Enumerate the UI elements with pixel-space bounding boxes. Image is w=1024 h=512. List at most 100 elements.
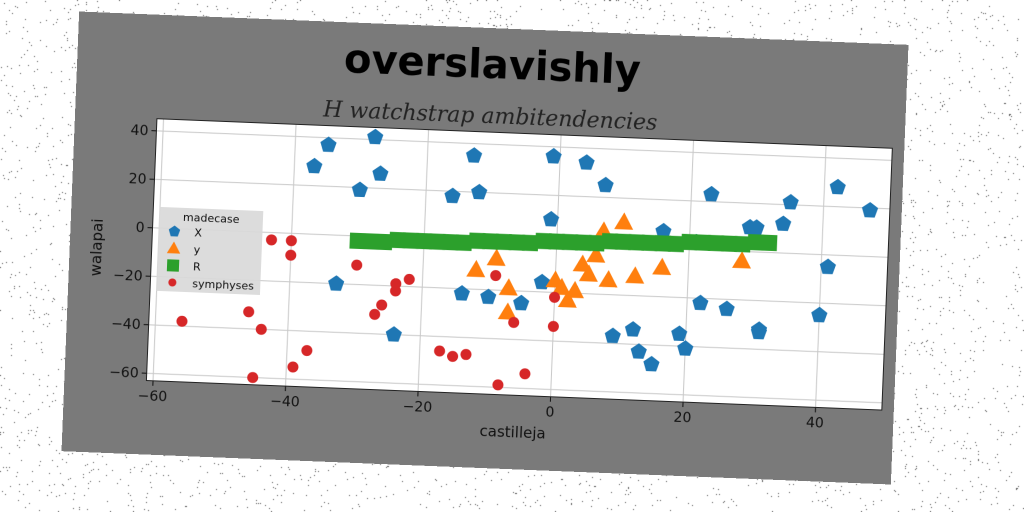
data-point-r xyxy=(521,234,539,252)
data-point-r xyxy=(588,234,605,252)
scatter-plot: −60 −40 −20 0 20 40 −60 −40 −20 0 20 40 castilleja wa… xyxy=(87,118,893,443)
legend-label-symphyses: symphyses xyxy=(192,277,254,292)
data-point-r xyxy=(468,232,486,250)
x-tick-label: −40 xyxy=(270,394,300,411)
data-point-symphyses xyxy=(508,316,520,328)
data-point-x xyxy=(543,211,560,227)
data-point-x xyxy=(453,285,470,301)
data-point-y xyxy=(652,257,672,276)
data-point-r xyxy=(442,233,459,251)
data-point-x xyxy=(604,327,621,344)
data-point-r xyxy=(349,232,367,250)
data-point-x xyxy=(692,294,709,311)
grid-line-y xyxy=(146,372,883,404)
data-point-y xyxy=(578,264,598,282)
data-point-r xyxy=(760,234,778,252)
data-point-x xyxy=(718,300,735,317)
data-point-x xyxy=(351,181,368,198)
data-point-symphyses xyxy=(351,259,363,271)
legend-marker-y xyxy=(166,241,181,254)
data-point-x xyxy=(320,136,337,153)
data-point-r xyxy=(734,235,751,253)
legend-label-y: y xyxy=(193,243,201,256)
data-point-x xyxy=(630,343,647,359)
data-point-r xyxy=(362,233,380,250)
data-point-r xyxy=(694,234,712,251)
data-point-y xyxy=(564,280,584,299)
data-point-y xyxy=(498,278,518,296)
data-point-r xyxy=(561,233,579,251)
data-point-r xyxy=(574,234,592,251)
x-tick-label: 0 xyxy=(545,405,555,421)
data-point-symphyses xyxy=(434,345,446,357)
legend-marker-x xyxy=(168,225,181,237)
data-point-y xyxy=(486,248,506,266)
data-point-y xyxy=(732,251,751,269)
data-point-r xyxy=(654,235,672,252)
data-point-x xyxy=(328,275,345,291)
y-tick-label: 20 xyxy=(128,171,146,188)
data-point-x xyxy=(655,222,672,239)
data-point-x xyxy=(367,128,384,145)
x-tick-label: −20 xyxy=(402,399,432,416)
data-point-symphyses xyxy=(301,345,313,357)
data-point-symphyses xyxy=(390,278,402,290)
data-point-r xyxy=(707,234,725,252)
x-tick-label: 20 xyxy=(673,410,691,427)
data-point-x xyxy=(782,193,799,210)
x-tick-label: −60 xyxy=(137,388,167,405)
grid-line-x xyxy=(550,134,562,397)
data-point-x xyxy=(624,321,642,337)
data-point-x xyxy=(829,178,846,195)
data-point-symphyses xyxy=(287,361,299,373)
data-point-x xyxy=(513,294,530,311)
data-point-r xyxy=(495,233,512,251)
data-point-symphyses xyxy=(492,379,504,391)
data-point-x xyxy=(385,326,402,342)
data-point-symphyses xyxy=(490,270,502,282)
data-point-x xyxy=(748,219,765,235)
data-point-r xyxy=(455,234,473,252)
data-point-symphyses xyxy=(369,308,381,320)
data-point-symphyses xyxy=(176,315,188,327)
data-point-r xyxy=(482,233,499,250)
x-axis-label: castilleja xyxy=(479,422,546,443)
data-point-r xyxy=(429,233,446,250)
data-point-x xyxy=(466,147,483,163)
data-point-x xyxy=(643,355,660,372)
data-point-r xyxy=(641,234,658,252)
data-point-r xyxy=(681,233,698,251)
data-point-x xyxy=(306,157,323,174)
data-point-symphyses xyxy=(285,235,297,247)
data-point-symphyses xyxy=(255,323,267,335)
data-point-r xyxy=(614,233,632,251)
x-tick-label: 40 xyxy=(806,415,824,432)
data-point-x xyxy=(811,306,828,323)
data-point-x xyxy=(372,165,389,181)
data-point-r xyxy=(720,235,738,253)
y-tick-label: −20 xyxy=(113,268,143,285)
legend-marker-symphyses xyxy=(168,278,177,287)
data-point-x xyxy=(703,185,720,202)
data-point-symphyses xyxy=(285,249,297,261)
data-point-r xyxy=(402,232,420,249)
grid-line-y xyxy=(148,324,885,355)
data-point-symphyses xyxy=(243,306,255,318)
data-point-y xyxy=(625,266,645,284)
data-point-x xyxy=(861,202,879,218)
grid-line-y xyxy=(156,130,892,161)
data-point-x xyxy=(471,183,488,200)
data-point-x xyxy=(677,340,694,356)
y-tick-label: −40 xyxy=(111,316,141,333)
data-point-x xyxy=(671,325,688,342)
data-point-symphyses xyxy=(460,349,472,361)
data-point-r xyxy=(508,234,526,251)
grid-line-x xyxy=(417,129,430,392)
data-point-r xyxy=(375,233,393,251)
data-point-symphyses xyxy=(549,291,561,303)
data-point-r xyxy=(389,231,406,249)
data-point-y xyxy=(614,212,634,230)
data-point-x xyxy=(545,147,562,164)
data-point-x xyxy=(775,215,792,232)
data-point-r xyxy=(747,234,765,251)
